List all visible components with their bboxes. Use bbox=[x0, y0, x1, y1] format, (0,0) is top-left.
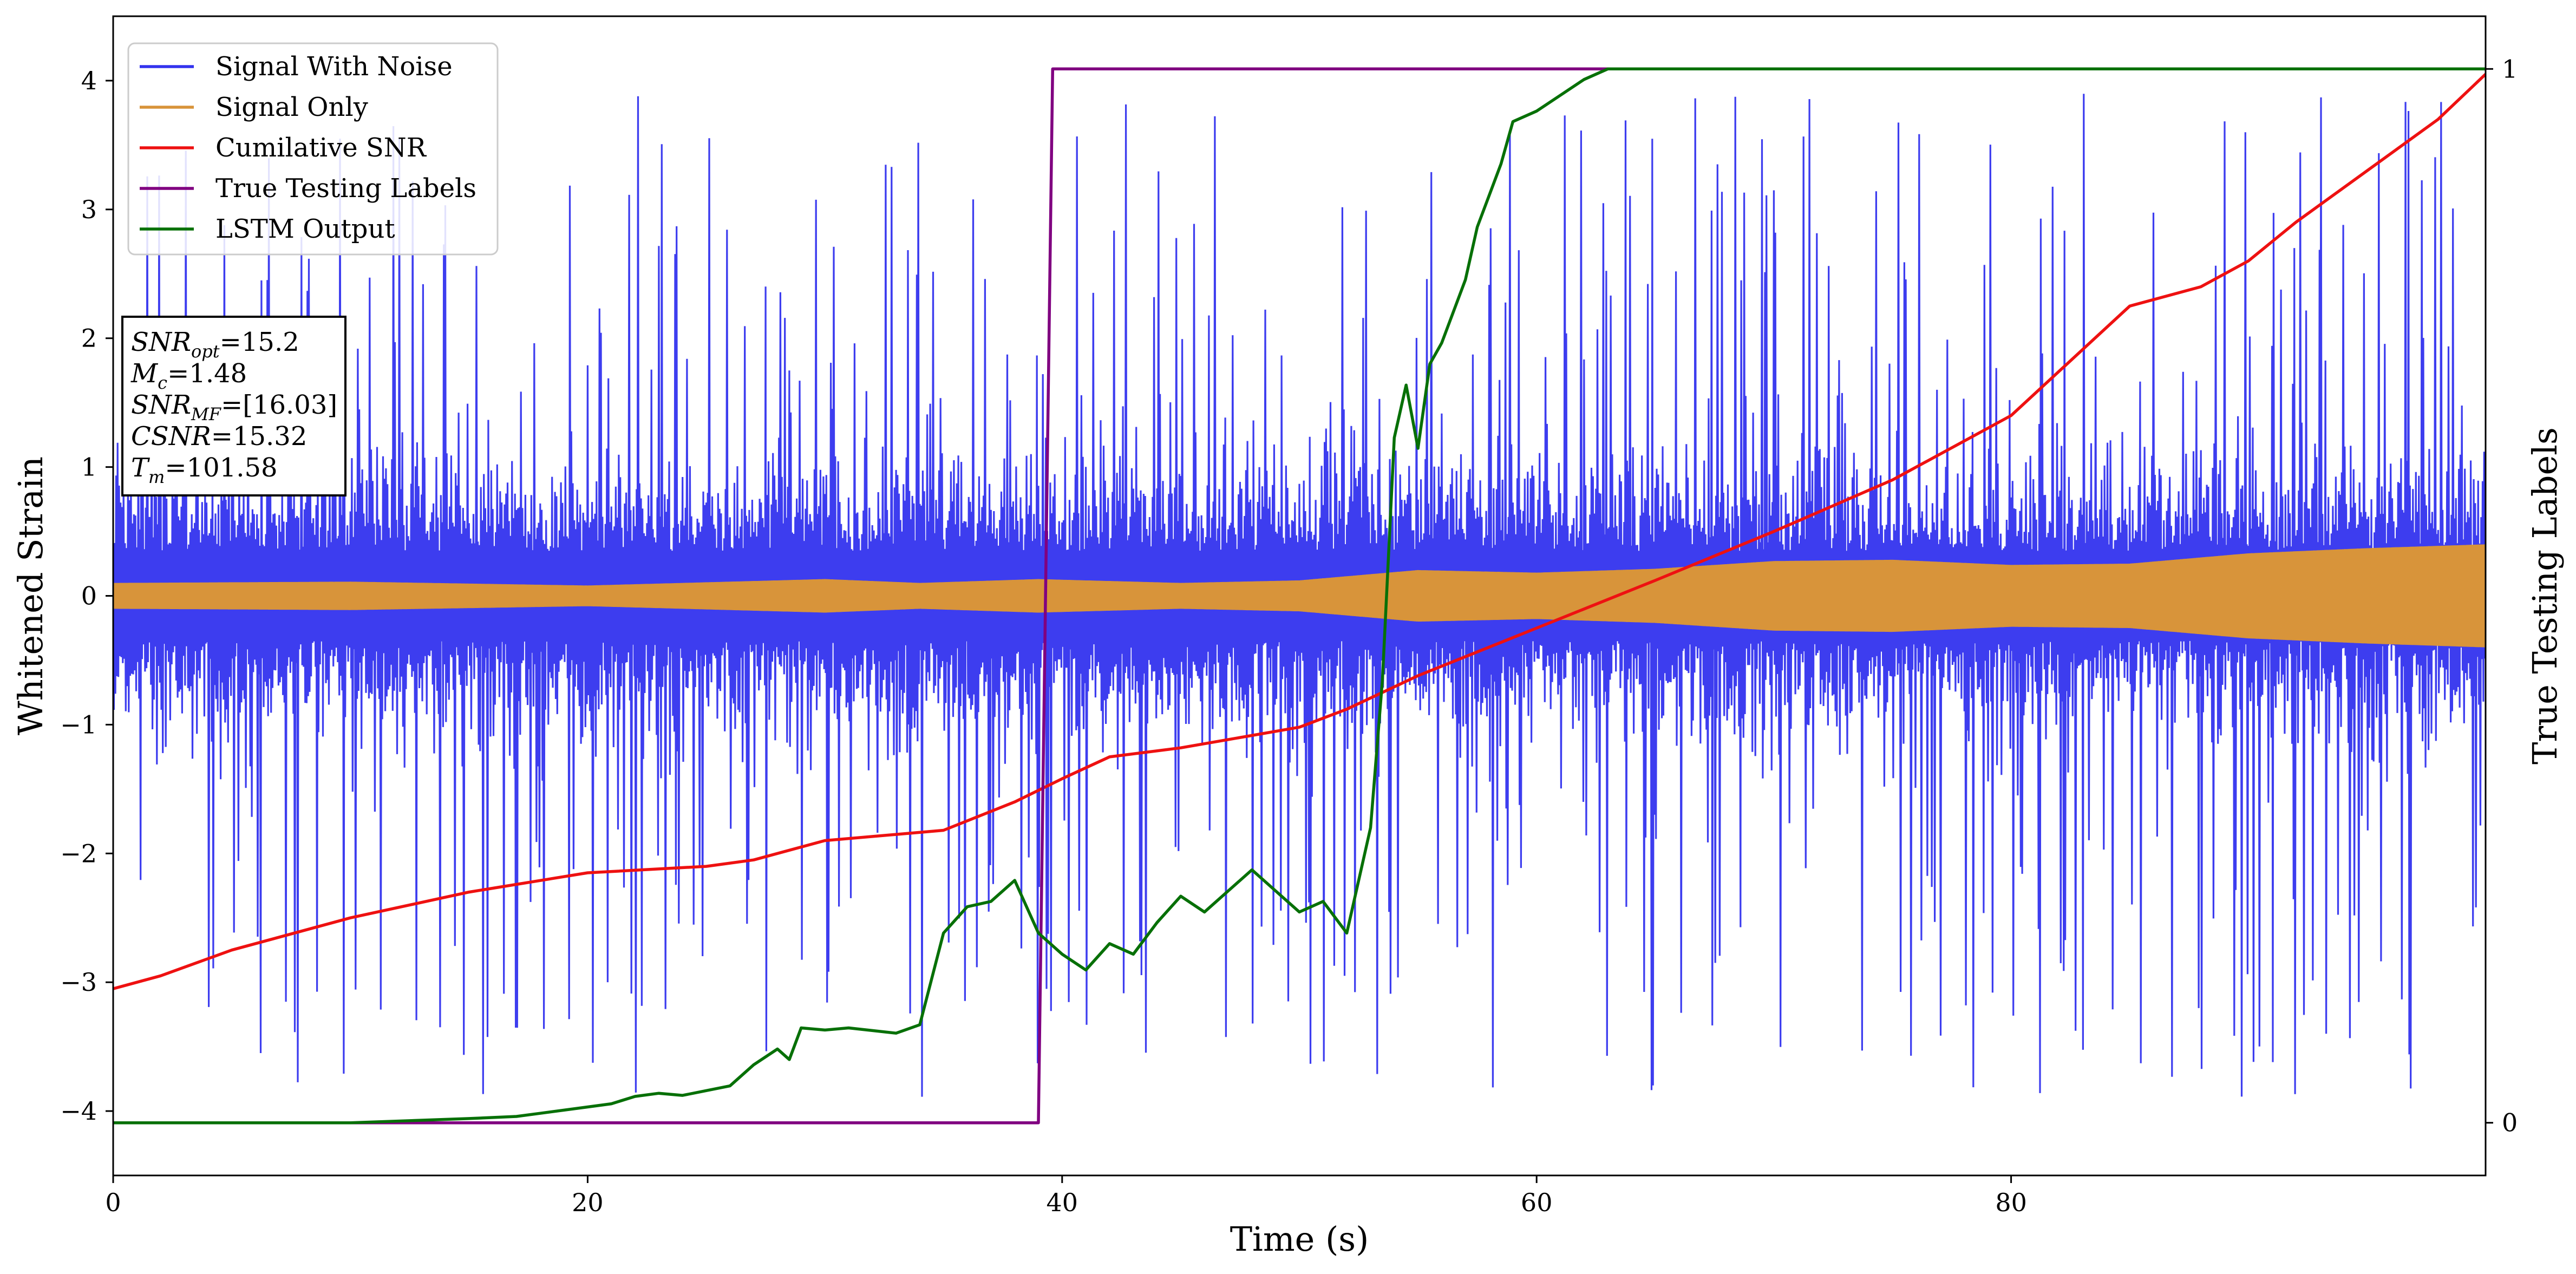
legend-entry-label: True Testing Labels bbox=[215, 173, 476, 204]
annotation-line: Mc=1.48 bbox=[130, 358, 247, 393]
y2-tick-label: 0 bbox=[2502, 1108, 2518, 1138]
series-lstm-output bbox=[113, 67, 2486, 1125]
x-tick-label: 80 bbox=[1995, 1188, 2027, 1217]
plot-area bbox=[113, 67, 2486, 1125]
annotation-line: SNRopt=15.2 bbox=[131, 327, 299, 362]
x-axis-label: Time (s) bbox=[1230, 1219, 1369, 1259]
y-tick-label: 3 bbox=[81, 195, 97, 224]
y-tick-label: 0 bbox=[81, 582, 97, 611]
x-tick-label: 0 bbox=[105, 1188, 121, 1217]
y-axis-label: Whitened Strain bbox=[11, 456, 50, 735]
series-signal-only bbox=[113, 544, 2486, 648]
x-tick-label: 60 bbox=[1521, 1188, 1553, 1217]
x-tick-label: 40 bbox=[1047, 1188, 1078, 1217]
y-tick-label: 4 bbox=[81, 66, 97, 95]
y-tick-label: −3 bbox=[60, 968, 97, 997]
series-cumilative-snr bbox=[113, 73, 2486, 990]
annotation-line: SNRMF=[16.03] bbox=[131, 390, 337, 424]
legend-entry-label: Signal Only bbox=[215, 92, 368, 122]
legend-entry-label: LSTM Output bbox=[215, 214, 395, 244]
y-tick-label: −1 bbox=[60, 710, 97, 739]
legend-entry-label: Signal With Noise bbox=[215, 51, 453, 82]
y-tick-label: −4 bbox=[60, 1096, 97, 1126]
x-tick-label: 20 bbox=[572, 1188, 604, 1217]
y-tick-label: 1 bbox=[81, 453, 97, 482]
legend-frame bbox=[127, 42, 499, 256]
legend-entry-label: Cumilative SNR bbox=[215, 133, 427, 163]
y-tick-label: 2 bbox=[81, 324, 97, 353]
y2-axis-label: True Testing Labels bbox=[2525, 427, 2565, 765]
annotation-line: CSNR=15.32 bbox=[131, 421, 307, 452]
annotation-box: SNRopt=15.2Mc=1.48SNRMF=[16.03]CSNR=15.3… bbox=[121, 316, 346, 496]
annotation-frame bbox=[121, 316, 346, 496]
annotation-line: Tm=101.58 bbox=[131, 453, 278, 487]
y2-tick-label: 1 bbox=[2502, 54, 2518, 83]
legend: Signal With Noise Signal Only Cumilative S… bbox=[127, 42, 499, 256]
y-tick-label: −2 bbox=[60, 839, 97, 868]
